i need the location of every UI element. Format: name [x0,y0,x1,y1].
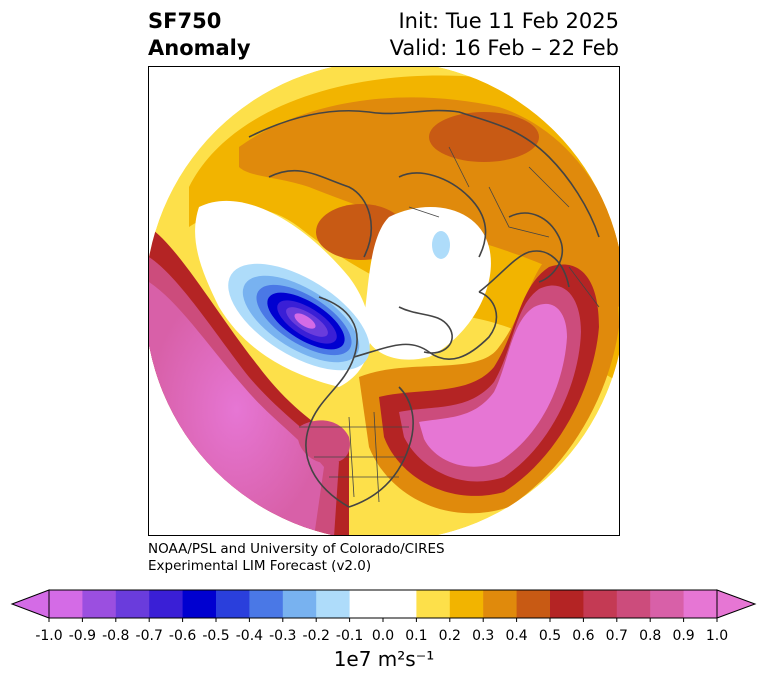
field-type: Anomaly [148,36,251,60]
atlantic-core [419,303,567,467]
small-negative-spot [432,231,450,259]
map-canvas [149,67,619,535]
colorbar-segment [483,590,518,618]
colorbar-tick-label: 0.7 [606,628,628,644]
negative-anomaly-core [294,313,316,329]
init-date: Init: Tue 11 Feb 2025 [398,9,619,33]
colorbar-tick-label: -0.8 [102,628,129,644]
colorbar-segment [583,590,618,618]
colorbar-extend-max [716,589,757,619]
colorbar-segment [616,590,651,618]
colorbar-segment [550,590,584,618]
colorbar: -1.0 -0.9 -0.8 -0.7 -0.6 -0.5 -0.4 -0.3 -0.2 -0.1… [0,588,768,688]
colorbar-tick-label: 0.1 [405,628,427,644]
borders [299,146,600,503]
colorbar-tick-label: -0.5 [202,628,229,644]
plot-title-left: SF750 Anomaly [148,8,251,62]
colorbar-tick-label: 0.3 [472,628,494,644]
variable-name: SF750 [148,9,222,33]
colorbar-segment [383,590,417,618]
colorbar-segment [115,590,150,618]
colorbar-segment [82,590,117,618]
anomaly-field [149,67,619,535]
colorbar-segment [49,590,83,618]
colorbar-segment [149,590,184,618]
colorbar-tick-label: -1.0 [35,628,62,644]
colorbar-tick-label: -0.9 [69,628,96,644]
colorbar-tick-label: -0.1 [336,628,363,644]
colorbar-tick-label: 0.0 [372,628,394,644]
colorbar-tick-label: -0.2 [303,628,330,644]
colorbar-segment [316,590,351,618]
polar-map [148,66,620,536]
colorbar-tick-label: -0.6 [169,628,196,644]
colorbar-tick-label: 0.2 [439,628,461,644]
colorbar-segment [650,590,685,618]
colorbar-segment [349,590,384,618]
credits: NOAA/PSL and University of Colorado/CIRE… [148,541,445,575]
plot-title-right: Init: Tue 11 Feb 2025 Valid: 16 Feb – 22… [390,8,619,62]
colorbar-tick-label: -0.7 [136,628,163,644]
arctic-dark-orange-1 [429,112,539,162]
colorbar-tick-label: 1.0 [706,628,728,644]
colorbar-segment [449,590,484,618]
colorbar-segment [683,590,718,618]
credits-line-2: Experimental LIM Forecast (v2.0) [148,558,372,574]
colorbar-svg: -1.0 -0.9 -0.8 -0.7 -0.6 -0.5 -0.4 -0.3 -0.2 -0.1… [10,589,757,644]
colorbar-tick-label: -0.3 [269,628,296,644]
colorbar-tick-label: 0.5 [539,628,561,644]
colorbar-segment [416,590,451,618]
valid-range: Valid: 16 Feb – 22 Feb [389,36,619,60]
colorbar-segment [182,590,217,618]
coastlines [248,109,600,508]
colorbar-tick-label: 0.9 [672,628,694,644]
colorbar-tick-label: -0.4 [236,628,263,644]
colorbar-segment [249,590,284,618]
colorbar-tick-label: 0.4 [505,628,527,644]
colorbar-unit-label: 1e7 m²s⁻¹ [333,647,435,671]
colorbar-extend-min [10,589,50,619]
colorbar-segment [282,590,317,618]
colorbar-segment [516,590,551,618]
colorbar-segment [216,590,250,618]
colorbar-tick-label: 0.6 [572,628,594,644]
neutral-zone-pole [363,207,491,360]
credits-line-1: NOAA/PSL and University of Colorado/CIRE… [148,541,445,557]
colorbar-tick-label: 0.8 [639,628,661,644]
na-west-patch [297,420,350,464]
